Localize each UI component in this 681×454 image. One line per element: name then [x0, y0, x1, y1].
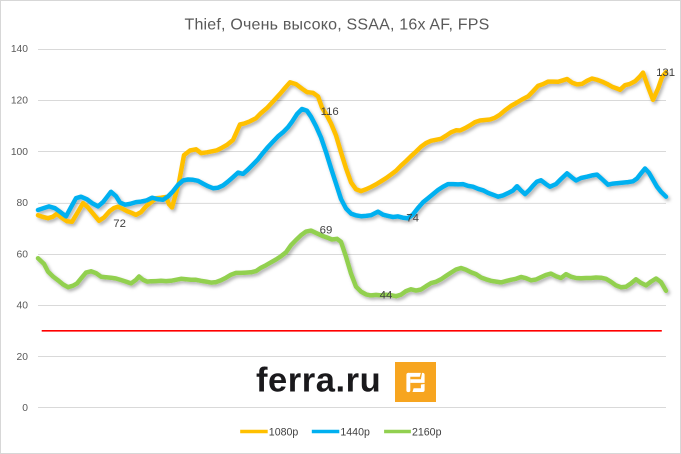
svg-text:116: 116: [321, 106, 339, 118]
svg-text:Thief, Очень высоко, SSAA, 16x: Thief, Очень высоко, SSAA, 16x AF, FPS: [184, 17, 489, 34]
svg-text:ferra.ru: ferra.ru: [256, 362, 381, 400]
svg-text:69: 69: [320, 225, 333, 237]
svg-text:72: 72: [113, 218, 126, 230]
svg-text:74: 74: [406, 213, 419, 225]
svg-text:80: 80: [17, 198, 29, 209]
svg-text:1440p: 1440p: [340, 426, 370, 438]
svg-text:140: 140: [11, 44, 28, 55]
svg-text:60: 60: [17, 249, 29, 260]
svg-text:100: 100: [11, 147, 28, 158]
svg-text:20: 20: [17, 352, 29, 363]
svg-text:120: 120: [11, 96, 28, 107]
svg-text:1080p: 1080p: [269, 426, 299, 438]
svg-text:0: 0: [22, 403, 28, 414]
svg-text:40: 40: [17, 301, 29, 312]
svg-text:131: 131: [656, 67, 675, 79]
svg-text:2160p: 2160p: [412, 426, 442, 438]
svg-text:44: 44: [380, 289, 393, 301]
